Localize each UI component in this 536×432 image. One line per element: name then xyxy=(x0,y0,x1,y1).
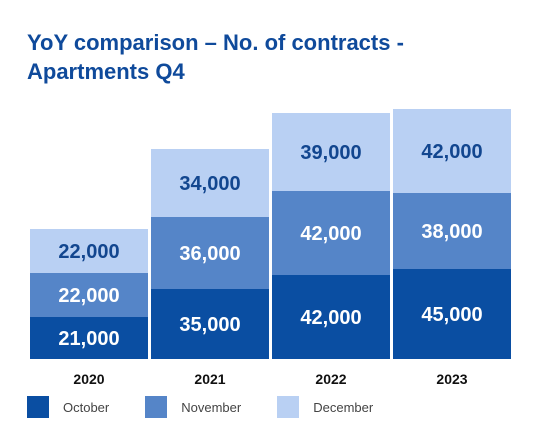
data-label-november-2021: 36,000 xyxy=(179,243,240,265)
data-label-november-2020: 22,000 xyxy=(58,285,119,307)
bar-october-2022 xyxy=(272,275,390,359)
legend-label-october: October xyxy=(63,399,110,415)
x-tick-2020: 2020 xyxy=(73,371,104,387)
bar-october-2021 xyxy=(151,289,269,359)
x-tick-2023: 2023 xyxy=(436,371,467,387)
bar-november-2021 xyxy=(151,217,269,289)
x-tick-2021: 2021 xyxy=(194,371,225,387)
data-label-october-2020: 21,000 xyxy=(58,328,119,350)
bar-november-2022 xyxy=(272,191,390,275)
data-label-november-2023: 38,000 xyxy=(421,221,482,243)
data-label-december-2020: 22,000 xyxy=(58,241,119,263)
legend-swatch-december xyxy=(277,396,300,418)
legend: October November December xyxy=(27,396,409,418)
data-label-october-2023: 45,000 xyxy=(421,304,482,326)
data-label-december-2022: 39,000 xyxy=(300,142,361,164)
data-label-november-2022: 42,000 xyxy=(300,223,361,245)
legend-item-october: October xyxy=(27,396,109,418)
chart-title-line-2: Apartments Q4 xyxy=(27,59,185,84)
bar-december-2021 xyxy=(151,149,269,217)
x-tick-2022: 2022 xyxy=(315,371,346,387)
bar-october-2023 xyxy=(393,269,511,359)
legend-swatch-october xyxy=(27,396,49,418)
bar-november-2020 xyxy=(30,273,148,317)
legend-item-november: November xyxy=(145,396,241,418)
bar-december-2022 xyxy=(272,113,390,191)
legend-label-december: December xyxy=(313,399,374,415)
legend-label-november: November xyxy=(181,399,242,415)
legend-item-december: December xyxy=(277,396,373,418)
legend-swatch-november xyxy=(145,396,168,418)
data-label-december-2023: 42,000 xyxy=(421,141,482,163)
chart-title: YoY comparison – No. of contracts - Apar… xyxy=(27,28,517,86)
bar-november-2023 xyxy=(393,193,511,269)
bar-december-2023 xyxy=(393,109,511,193)
bar-december-2020 xyxy=(30,229,148,273)
data-label-october-2021: 35,000 xyxy=(179,314,240,336)
bar-october-2020 xyxy=(30,317,148,359)
data-label-december-2021: 34,000 xyxy=(179,173,240,195)
data-label-october-2022: 42,000 xyxy=(300,307,361,329)
chart-title-line-1: YoY comparison – No. of contracts - xyxy=(27,30,404,55)
